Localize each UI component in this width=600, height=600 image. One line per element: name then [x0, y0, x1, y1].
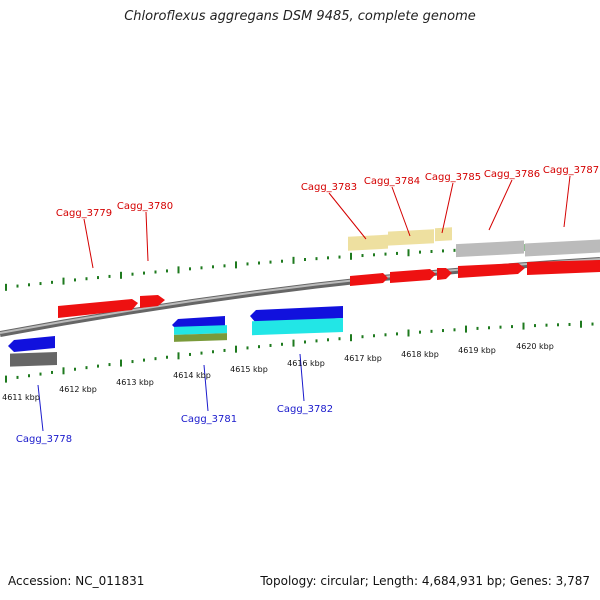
label-cagg-3781: Cagg_3781: [181, 414, 237, 425]
accession-text: Accession: NC_011831: [8, 574, 145, 588]
label-cagg-3786: Cagg_3786: [484, 169, 540, 180]
kbp-label-4611: 4611 kbp: [2, 393, 40, 402]
bottom-leader-lines: [37, 353, 305, 432]
kbp-label-4612: 4612 kbp: [59, 385, 97, 394]
kbp-label-4619: 4619 kbp: [458, 346, 496, 355]
label-cagg-3780: Cagg_3780: [117, 201, 173, 212]
feature-yellow-3: [435, 227, 452, 242]
gene-cagg-3787: [527, 260, 600, 275]
kbp-label-4613: 4613 kbp: [116, 378, 154, 387]
gene-cagg-3785: [437, 268, 452, 280]
top-scale-ticks: [5, 242, 594, 291]
feature-grey-3778: [10, 352, 57, 367]
bottom-scale-ticks: [5, 320, 594, 383]
kbp-label-4616: 4616 kbp: [287, 359, 325, 368]
label-cagg-3782: Cagg_3782: [277, 404, 333, 415]
gene-cagg-3786: [458, 263, 525, 278]
feature-grey-1: [456, 240, 524, 258]
gene-cagg-3780: [140, 295, 165, 308]
label-cagg-3779: Cagg_3779: [56, 208, 112, 219]
top-gene-labels: Cagg_3779 Cagg_3780 Cagg_3783 Cagg_3784 …: [56, 165, 599, 219]
label-cagg-3783: Cagg_3783: [301, 182, 357, 193]
label-cagg-3778: Cagg_3778: [16, 434, 72, 445]
kbp-label-4617: 4617 kbp: [344, 354, 382, 363]
feature-cyan-3781: [174, 325, 227, 335]
kbp-label-4620: 4620 kbp: [516, 342, 554, 351]
label-cagg-3784: Cagg_3784: [364, 176, 420, 187]
gene-cagg-3778: [8, 336, 55, 352]
top-leader-lines: [83, 175, 571, 269]
gene-cagg-3783: [350, 273, 388, 286]
bottom-gene-labels: Cagg_3778 Cagg_3781 Cagg_3782: [16, 404, 333, 445]
gene-cagg-3784: [390, 269, 436, 283]
kbp-label-4618: 4618 kbp: [401, 350, 439, 359]
feature-olive-3781: [174, 333, 227, 342]
feature-grey-2: [525, 239, 600, 257]
gene-cagg-3779: [58, 299, 138, 318]
feature-yellow-1: [348, 234, 388, 251]
feature-yellow-2: [388, 229, 434, 246]
genome-title: Chloroflexus aggregans DSM 9485, complet…: [124, 9, 476, 24]
reverse-features: [8, 306, 343, 367]
gene-cagg-3782: [250, 306, 343, 323]
genome-summary-text: Topology: circular; Length: 4,684,931 bp…: [260, 574, 590, 588]
kbp-label-4614: 4614 kbp: [173, 371, 211, 380]
label-cagg-3787: Cagg_3787: [543, 165, 599, 176]
label-cagg-3785: Cagg_3785: [425, 172, 481, 183]
kbp-label-4615: 4615 kbp: [230, 365, 268, 374]
forward-features: [58, 227, 600, 318]
feature-cyan-3782: [252, 318, 343, 336]
kbp-scale-labels: 4611 kbp 4612 kbp 4613 kbp 4614 kbp 4615…: [2, 342, 554, 402]
